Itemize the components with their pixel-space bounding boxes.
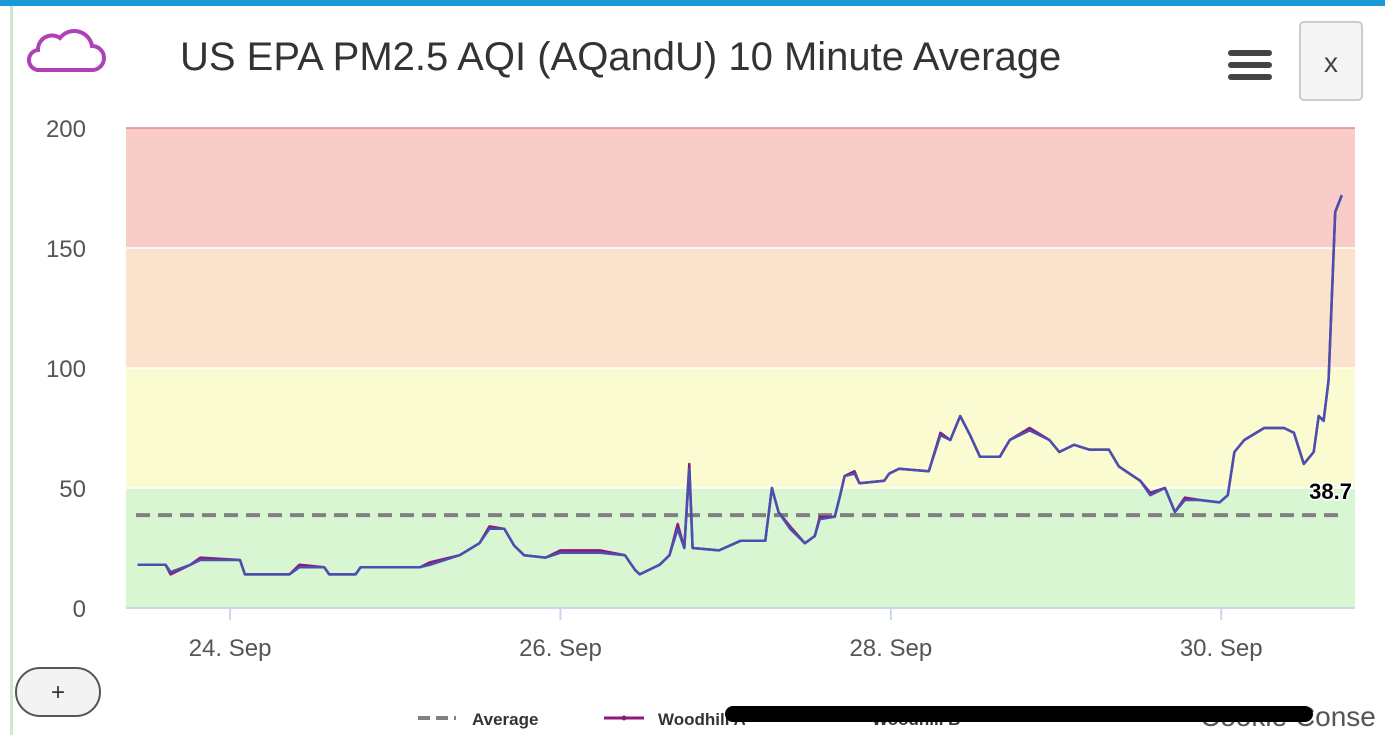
cloud-icon	[27, 29, 106, 73]
y-tick-label: 150	[46, 236, 86, 263]
top-bar	[0, 0, 1385, 6]
x-tick-label: 24. Sep	[189, 635, 272, 662]
aqi-band	[126, 488, 1355, 608]
left-edge	[10, 6, 13, 735]
chart-title: US EPA PM2.5 AQI (AQandU) 10 Minute Aver…	[180, 35, 1061, 79]
x-tick-label: 28. Sep	[849, 635, 932, 662]
close-label[interactable]: x	[1324, 47, 1338, 78]
menu-button[interactable]	[1228, 50, 1272, 80]
plot-area: 0 50 100 150 200 24. Sep 26. Sep 28. Sep 30. Sep…	[46, 116, 1355, 662]
series-line	[137, 194, 1343, 576]
aqi-band	[126, 248, 1355, 368]
y-tick-label: 100	[46, 356, 86, 383]
legend-marker	[621, 715, 627, 721]
close-button[interactable]	[1299, 21, 1363, 101]
average-label: 38.7	[1309, 479, 1352, 504]
legend-label: Woodhill A	[658, 710, 746, 729]
menu-bar[interactable]	[1228, 62, 1272, 68]
y-tick-label: 50	[59, 476, 86, 503]
x-tick-label: 30. Sep	[1180, 635, 1263, 662]
zoom-label[interactable]: +	[51, 679, 65, 706]
menu-bar[interactable]	[1228, 50, 1272, 56]
aqi-band	[126, 368, 1355, 488]
legend-label: Average	[472, 710, 538, 729]
x-tick-label: 26. Sep	[519, 635, 602, 662]
zoom-button[interactable]	[15, 667, 101, 717]
aqi-band	[126, 128, 1355, 248]
menu-bar[interactable]	[1228, 74, 1272, 80]
redaction-bar	[725, 706, 1313, 722]
y-tick-label: 0	[73, 596, 86, 623]
y-tick-label: 200	[46, 116, 86, 143]
